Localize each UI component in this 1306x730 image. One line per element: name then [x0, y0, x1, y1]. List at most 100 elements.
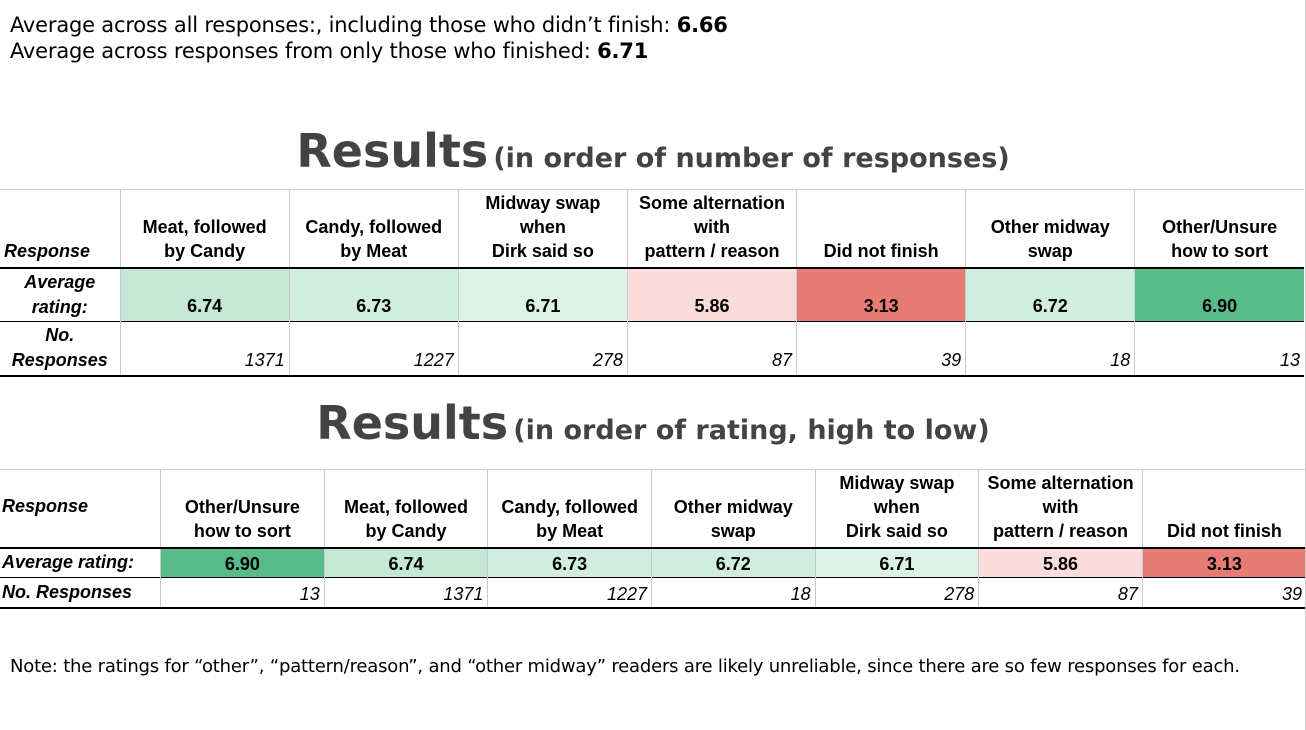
average-rating-cell: 6.74 [120, 267, 290, 322]
summary-average-all-value: 6.66 [676, 13, 728, 37]
table2-header-row: Response Other/Unsure how to sort Meat, fol… [0, 469, 1306, 549]
column-header-line: Other/Unsure [1162, 216, 1278, 237]
average-rating-cell: 6.73 [289, 267, 459, 322]
column-header-line: how to sort [1171, 240, 1269, 261]
table1-rating-label: Average rating: [0, 267, 121, 322]
average-rating-cell: 6.71 [458, 267, 628, 322]
column-header-line: Other midway [990, 216, 1110, 237]
column-header: Other/Unsure how to sort [160, 469, 325, 549]
table1-header-label: Response [0, 189, 121, 269]
column-header-line: by Candy [365, 520, 447, 541]
response-count-cell: 87 [627, 321, 798, 376]
column-header: Meat, followed by Candy [324, 469, 489, 549]
table1-label-line: Average [24, 271, 96, 292]
column-header-line: Candy, followed [501, 496, 638, 517]
column-header-line: Midway swap [839, 472, 955, 493]
column-header: Midway swap when Dirk said so [458, 189, 628, 269]
average-rating-cell: 6.74 [324, 547, 489, 578]
column-header-line: Other/Unsure [184, 496, 300, 517]
column-header-line: Did not finish [823, 240, 939, 261]
average-rating-cell: 6.73 [487, 547, 652, 578]
response-count-cell: 278 [458, 321, 628, 376]
column-header-line: Did not finish [1166, 520, 1282, 541]
table2-heading-sub: (in order of rating, high to low) [513, 415, 990, 446]
column-header: Other/Unsure how to sort [1134, 189, 1304, 269]
column-header-line: Some alternation [639, 192, 786, 213]
summary-average-finished-label: Average across responses from only those… [10, 39, 598, 63]
column-header-line: swap [710, 520, 756, 541]
summary-average-finished-value: 6.71 [597, 39, 649, 63]
response-count-cell: 13 [160, 577, 325, 608]
column-header-line: with [1042, 496, 1079, 517]
response-count-cell: 1227 [289, 321, 459, 376]
table1-count-row: No. Responses 1371 1227 278 87 39 18 13 [0, 321, 1304, 376]
average-rating-cell: 5.86 [627, 267, 798, 322]
table2-rating-row: Average rating: 6.90 6.74 6.73 6.72 6.71 5.86 3… [0, 547, 1306, 578]
column-header-line: when [519, 216, 566, 237]
table1-label-line: Responses [11, 350, 108, 371]
column-header-line: Midway swap [485, 192, 601, 213]
table2-heading-main: Results [316, 396, 509, 450]
column-header-line: Dirk said so [491, 240, 594, 261]
column-header: Other midway swap [965, 189, 1136, 269]
column-header-line: Some alternation [987, 472, 1134, 493]
response-count-cell: 1371 [120, 321, 290, 376]
table1-heading-sub: (in order of number of responses) [493, 143, 1010, 174]
column-header-line: Candy, followed [305, 216, 443, 237]
response-count-cell: 18 [651, 577, 816, 608]
average-rating-cell: 6.90 [1134, 267, 1304, 322]
average-rating-cell: 6.72 [965, 267, 1136, 322]
table1-header-row: Response Meat, followed by Candy Candy, fol… [0, 189, 1304, 269]
average-rating-cell: 5.86 [978, 547, 1143, 578]
table1-heading: Results (in order of number of responses… [0, 124, 1306, 178]
response-count-cell: 39 [1281, 583, 1302, 604]
column-header: Candy, followed by Meat [289, 189, 459, 269]
column-header-line: swap [1027, 240, 1073, 261]
column-header: Midway swap when Dirk said so [815, 469, 980, 549]
column-header-line: how to sort [193, 520, 291, 541]
response-count-cell: 39 [796, 321, 967, 376]
column-header-line: when [873, 496, 920, 517]
column-header: Some alternation with pattern / reason [627, 189, 798, 269]
table2-heading: Results (in order of rating, high to low… [0, 396, 1306, 450]
response-count-cell: 1227 [487, 577, 652, 608]
column-header: Meat, followed by Candy [120, 189, 290, 269]
summary-average-finished: Average across responses from only those… [10, 39, 648, 63]
column-header-line: Other midway [673, 496, 793, 517]
column-header: Candy, followed by Meat [487, 469, 652, 549]
column-header-line: by Meat [536, 520, 604, 541]
table1-rating-row: Average rating: 6.74 6.73 6.71 5.86 3.13 6.72 6.… [0, 267, 1304, 322]
column-header-line: by Meat [340, 240, 408, 261]
response-count-cell: 13 [1279, 349, 1300, 370]
response-count-cell: 1371 [324, 577, 489, 608]
summary-average-all: Average across all responses:, including… [10, 13, 728, 37]
column-header-line: pattern / reason [644, 240, 780, 261]
table2-rating-label: Average rating: [0, 547, 162, 578]
table1-label-line: No. [45, 325, 75, 346]
response-count-cell: 87 [978, 577, 1143, 608]
table2-count-label: No. Responses [0, 577, 162, 608]
column-header: Did not finish [1142, 469, 1306, 549]
column-header-line: Dirk said so [845, 520, 948, 541]
column-header-line: Meat, followed [344, 496, 469, 517]
average-rating-cell: 3.13 [796, 267, 967, 322]
table1-label-line: rating: [31, 296, 88, 317]
column-header-line: by Candy [164, 240, 246, 261]
column-header: Some alternation with pattern / reason [978, 469, 1143, 549]
column-header-line: Meat, followed [142, 216, 267, 237]
average-rating-cell: 6.72 [651, 547, 816, 578]
average-rating-cell: 6.71 [815, 547, 980, 578]
column-header: Other midway swap [651, 469, 816, 549]
average-rating-cell: 6.90 [160, 547, 325, 578]
response-count-cell: 18 [965, 321, 1136, 376]
column-header-line: pattern / reason [993, 520, 1129, 541]
average-rating-cell: 3.13 [1142, 547, 1306, 578]
table1-count-label: No. Responses [0, 321, 121, 376]
table2-count-row: No. Responses 13 1371 1227 18 278 87 39 [0, 577, 1306, 608]
response-count-cell: 278 [815, 577, 980, 608]
column-header-line: with [694, 216, 731, 237]
reliability-note: Note: the ratings for “other”, “pattern/… [10, 656, 1240, 677]
summary-average-all-label: Average across all responses:, including… [10, 13, 677, 37]
table2-header-label: Response [0, 469, 162, 549]
column-header: Did not finish [796, 189, 967, 269]
